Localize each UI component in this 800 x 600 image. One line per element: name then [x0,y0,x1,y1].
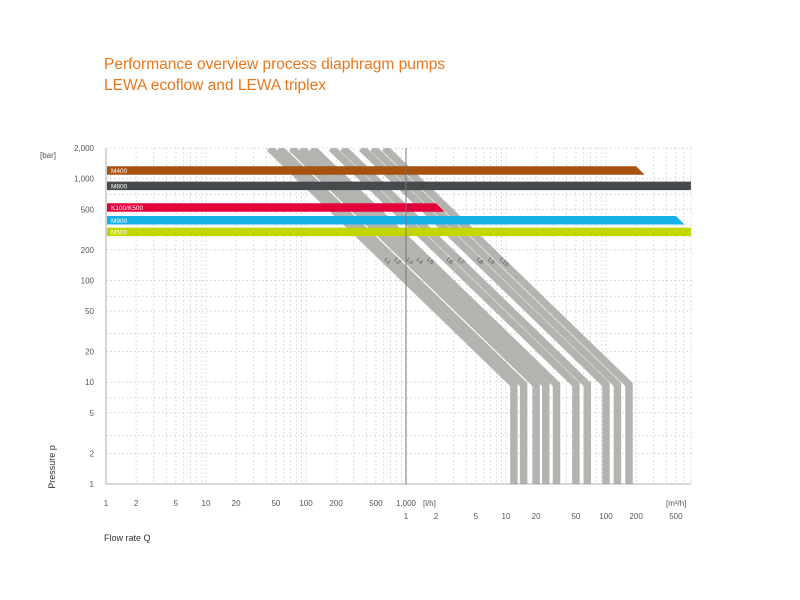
x-tick-label-m3h: 50 [571,512,580,521]
x-tick-label-lh: 10 [202,499,211,508]
flow-lane-label: L9 [486,257,495,266]
flow-lane-label: L3 [405,257,414,266]
band-m800 [107,181,691,191]
x-unit-lh: [l/h] [423,499,436,508]
y-tick-label: 100 [81,276,95,285]
x-tick-label-m3h: 1 [404,512,409,521]
x-unit-m3h: [m³/h] [666,499,686,508]
x-tick-label-m3h: 100 [599,512,613,521]
chart-title: Performance overview process diaphragm p… [104,54,445,96]
y-tick-label: 500 [81,205,95,214]
x-tick-label-lh: 50 [271,499,280,508]
y-tick-label: 1,000 [74,175,95,184]
x-tick-label-m3h: 200 [629,512,643,521]
x-axis-title: Flow rate Q [104,533,151,543]
x-tick-label-m3h: 20 [532,512,541,521]
band-m900 [107,216,685,225]
y-tick-label: 2,000 [74,144,95,153]
flow-lanes: L1 L2 L3 L4 L5 L6 L7 L8 L9 L10 [266,148,633,484]
y-tick-label: 200 [81,246,95,255]
band-k100-k500 [107,203,445,212]
chart-title-line2: LEWA ecoflow and LEWA triplex [104,77,326,94]
axes [105,148,692,485]
y-tick-label: 10 [85,378,94,387]
axis-labels: 1 2 5 10 20 50 100 200 500 1,000 2,000 [bar] 1 2 5 10 20… [40,144,686,543]
flow-lane-l7 [340,148,592,484]
x-tick-label-lh: 1 [104,499,109,508]
y-unit-label: [bar] [40,151,56,160]
flow-lane-l5 [309,148,561,484]
x-tick-label-m3h: 500 [669,512,683,521]
band-m500 [107,227,691,237]
chart-title-line1: Performance overview process diaphragm p… [104,56,446,73]
y-tick-label: 2 [90,449,95,458]
flow-lane-l8 [358,148,610,484]
flow-lane-label: L1 [383,257,392,266]
flow-lane-l6 [328,148,580,484]
flow-lane-label: L2 [392,257,401,266]
band-label-m900: M900 [111,218,128,225]
x-tick-label-lh: 20 [232,499,241,508]
flow-lane-label: L6 [445,257,454,266]
flow-lane-label: L10 [498,257,510,269]
band-label-m800: M800 [111,183,128,190]
flow-lane-label: L7 [456,257,465,266]
y-tick-label: 1 [90,480,95,489]
band-label-m500: M500 [111,229,128,236]
pump-bands: M400 M800 K100/K500 M900 M500 [107,166,691,237]
flow-lane-label: L4 [415,257,424,266]
x-tick-label-lh: 1,000 [396,499,417,508]
y-tick-label: 5 [90,409,95,418]
x-tick-label-lh: 100 [299,499,313,508]
x-tick-label-lh: 5 [174,499,179,508]
flow-lane-l10 [381,148,633,484]
flow-lane-l2 [276,148,528,484]
y-tick-label: 50 [85,307,94,316]
x-tick-label-lh: 200 [329,499,343,508]
band-label-m400: M400 [111,168,128,175]
x-tick-label-lh: 2 [134,499,139,508]
x-tick-label-m3h: 2 [434,512,439,521]
flow-lane-label: L8 [475,257,484,266]
band-m400 [107,166,645,175]
x-tick-label-m3h: 10 [502,512,511,521]
band-label-k100-k500: K100/K500 [111,205,144,212]
y-axis-title: Pressure p [47,445,57,489]
flow-lane-l3 [288,148,540,484]
flow-lane-l1 [266,148,518,484]
y-tick-label: 20 [85,348,94,357]
x-tick-label-lh: 500 [369,499,383,508]
x-tick-label-m3h: 5 [474,512,479,521]
flow-lane-label: L5 [425,257,434,266]
flow-lane-l4 [298,148,550,484]
flow-lane-l9 [370,148,622,484]
